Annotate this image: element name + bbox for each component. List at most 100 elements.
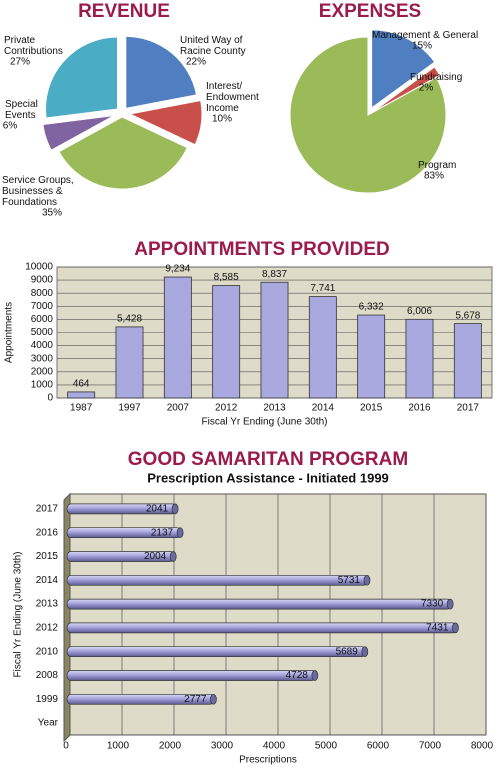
slice-value-label: 2%: [419, 83, 434, 94]
bar-value-label: 6,006: [407, 306, 432, 317]
y-tick-label: 2017: [36, 504, 59, 515]
y-axis-label: Appointments: [4, 302, 15, 363]
slice-label: Service Groups, Businesses & Foundations: [2, 175, 74, 208]
bar-cap: [169, 551, 177, 562]
expenses-title: EXPENSES: [319, 1, 421, 22]
bar: [66, 574, 369, 586]
slice-label: Management & General: [372, 30, 478, 41]
bar-value-label: 9,234: [165, 264, 190, 275]
y-tick-label: 2012: [36, 623, 59, 634]
x-tick-label: 0: [63, 741, 69, 752]
y-tick-label: Year: [38, 718, 59, 729]
bar-cap: [363, 574, 371, 586]
x-tick-label: 2012: [215, 403, 238, 414]
bar: [163, 276, 192, 399]
bar: [260, 281, 289, 399]
slice-value-label: 83%: [424, 171, 444, 182]
bar-value-label: 5,678: [455, 310, 480, 321]
x-tick-label: 5000: [315, 741, 338, 752]
bar-value-label: 8,837: [262, 269, 287, 280]
pie-slice: [42, 114, 115, 151]
pie-slice: [58, 116, 188, 190]
pie-slice: [371, 66, 441, 114]
bar-value-label: 5689: [336, 646, 359, 657]
x-tick-label: 1987: [70, 403, 93, 414]
x-tick-label: 7000: [419, 741, 442, 752]
bar-value-label: 7431: [426, 623, 449, 634]
x-axis-label: Fiscal Yr Ending (June 30th): [202, 417, 328, 428]
bar-value-label: 2137: [151, 527, 174, 538]
pie-slice: [45, 36, 118, 119]
x-tick-label: 2014: [312, 403, 335, 414]
revenue-title: REVENUE: [78, 1, 170, 22]
y-tick-label: 1999: [36, 694, 59, 705]
y-tick-label: 2000: [31, 366, 54, 377]
y-tick-label: 7000: [31, 301, 54, 312]
bar-cap: [361, 646, 369, 658]
bar: [405, 318, 434, 399]
bar-cap: [176, 527, 184, 539]
bar-cap: [452, 622, 459, 634]
x-tick-label: 8000: [471, 741, 494, 752]
bar: [357, 314, 386, 399]
slice-label: Special Events: [5, 99, 38, 121]
bar: [66, 670, 317, 681]
bar-value-label: 4728: [286, 670, 309, 681]
bar: [67, 391, 96, 399]
bar-value-label: 7,741: [310, 283, 335, 294]
y-tick-label: 6000: [31, 314, 54, 325]
y-tick-label: 8000: [31, 288, 54, 299]
x-tick-label: 2015: [360, 403, 383, 414]
x-tick-label: 2017: [457, 403, 480, 414]
slice-label: Interest/Endowment Income: [206, 81, 259, 114]
bar-cap: [171, 503, 179, 515]
y-tick-label: 2014: [36, 575, 59, 586]
y-tick-label: 2013: [36, 599, 59, 610]
y-tick-label: 9000: [31, 275, 54, 286]
y-tick-label: 4000: [31, 340, 54, 351]
x-tick-label: 2007: [167, 403, 190, 414]
pie-slice: [371, 29, 436, 109]
slice-value-label: 10%: [212, 114, 232, 125]
x-tick-label: 1000: [107, 741, 130, 752]
y-tick-label: 0: [47, 393, 53, 404]
bar: [115, 326, 144, 399]
y-tick-label: 2015: [36, 551, 59, 562]
y-axis-label: Fiscal Yr Ending (June 30th): [13, 552, 24, 678]
slice-value-label: 22%: [186, 57, 206, 68]
bar: [66, 646, 367, 658]
pie-slice: [289, 36, 447, 194]
bar: [66, 598, 452, 610]
slice-label: Program: [418, 160, 456, 171]
samaritan-title: GOOD SAMARITAN PROGRAM: [128, 449, 408, 470]
bar: [212, 285, 241, 399]
appointments-title: APPOINTMENTS PROVIDED: [134, 239, 389, 260]
y-tick-label: 3000: [31, 353, 54, 364]
y-tick-label: 2008: [36, 670, 59, 681]
y-tick-label: 1000: [31, 380, 54, 391]
pie-slice: [125, 35, 198, 109]
bar-value-label: 7330: [421, 599, 444, 610]
x-tick-label: 2013: [263, 403, 286, 414]
slice-label: United Way of Racine County: [180, 35, 246, 57]
bar-value-label: 2041: [146, 504, 169, 515]
x-tick-label: 2000: [159, 741, 182, 752]
x-tick-label: 6000: [367, 741, 390, 752]
bar: [66, 622, 457, 634]
x-tick-label: 1997: [118, 403, 141, 414]
slice-value-label: 35%: [42, 208, 62, 219]
slice-label: Fundraising: [410, 72, 462, 83]
bar-value-label: 464: [73, 379, 90, 390]
x-tick-label: 3000: [211, 741, 234, 752]
y-tick-label: 2016: [36, 527, 59, 538]
bar-cap: [446, 598, 454, 610]
y-tick-label: 10000: [25, 262, 53, 273]
bar-value-label: 5731: [338, 575, 361, 586]
slice-value-label: 27%: [10, 57, 30, 68]
pie-slice: [128, 99, 203, 146]
x-axis-label: Prescriptions: [239, 755, 297, 766]
slice-label: Private Contributions: [4, 35, 63, 57]
bar: [308, 296, 337, 399]
